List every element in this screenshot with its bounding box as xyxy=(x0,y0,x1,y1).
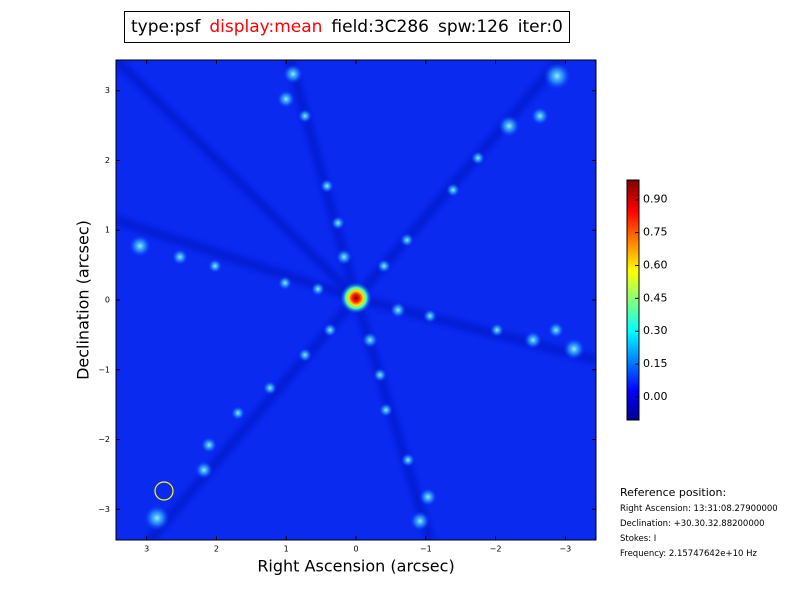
reference-line: Right Ascension: 13:31:08.27900000 xyxy=(620,504,778,514)
psf-image xyxy=(116,60,596,540)
x-tick-label: −3 xyxy=(559,545,571,554)
beam-marker xyxy=(154,481,174,501)
x-tick-label: −2 xyxy=(490,545,502,554)
title-part: display:mean xyxy=(209,17,323,37)
y-tick-label: 2 xyxy=(105,156,110,165)
colorbar-tick-label: 0.75 xyxy=(643,226,668,239)
x-tick-label: 3 xyxy=(144,545,149,554)
title-part: spw:126 xyxy=(437,17,509,37)
x-axis-label: Right Ascension (arcsec) xyxy=(257,557,454,576)
y-tick-label: −2 xyxy=(98,435,110,444)
colorbar-tick-label: 0.90 xyxy=(643,193,668,206)
colorbar-tick-label: 0.30 xyxy=(643,324,668,337)
x-tick-label: −1 xyxy=(420,545,432,554)
colorbar xyxy=(626,179,640,421)
reference-line: Frequency: 2.15747642e+10 Hz xyxy=(620,549,757,559)
colorbar-tick-label: 0.15 xyxy=(643,357,668,370)
colorbar-tick-label: 0.60 xyxy=(643,258,668,271)
y-axis-label: Declination (arcsec) xyxy=(74,220,93,380)
y-tick-label: 3 xyxy=(105,86,110,95)
colorbar-tick-label: 0.45 xyxy=(643,291,668,304)
x-tick-label: 2 xyxy=(214,545,219,554)
title-part: type:psf xyxy=(131,17,201,37)
reference-line: Stokes: I xyxy=(620,534,657,544)
reference-line: Declination: +30.30.32.88200000 xyxy=(620,519,765,529)
y-tick-label: 0 xyxy=(105,296,110,305)
colorbar-tick-label: 0.00 xyxy=(643,390,668,403)
title-part: field:3C286 xyxy=(331,17,429,37)
y-tick-label: 1 xyxy=(105,226,110,235)
x-tick-label: 0 xyxy=(353,545,358,554)
reference-info: Reference position: Right Ascension: 13:… xyxy=(620,484,778,562)
title-box: type:psf display:mean field:3C286 spw:126 it… xyxy=(124,11,570,43)
x-tick-label: 1 xyxy=(284,545,289,554)
y-tick-label: −1 xyxy=(98,365,110,374)
title-part: iter:0 xyxy=(517,17,563,37)
y-tick-label: −3 xyxy=(98,505,110,514)
reference-title: Reference position: xyxy=(620,486,727,499)
sidelobes xyxy=(129,62,585,531)
